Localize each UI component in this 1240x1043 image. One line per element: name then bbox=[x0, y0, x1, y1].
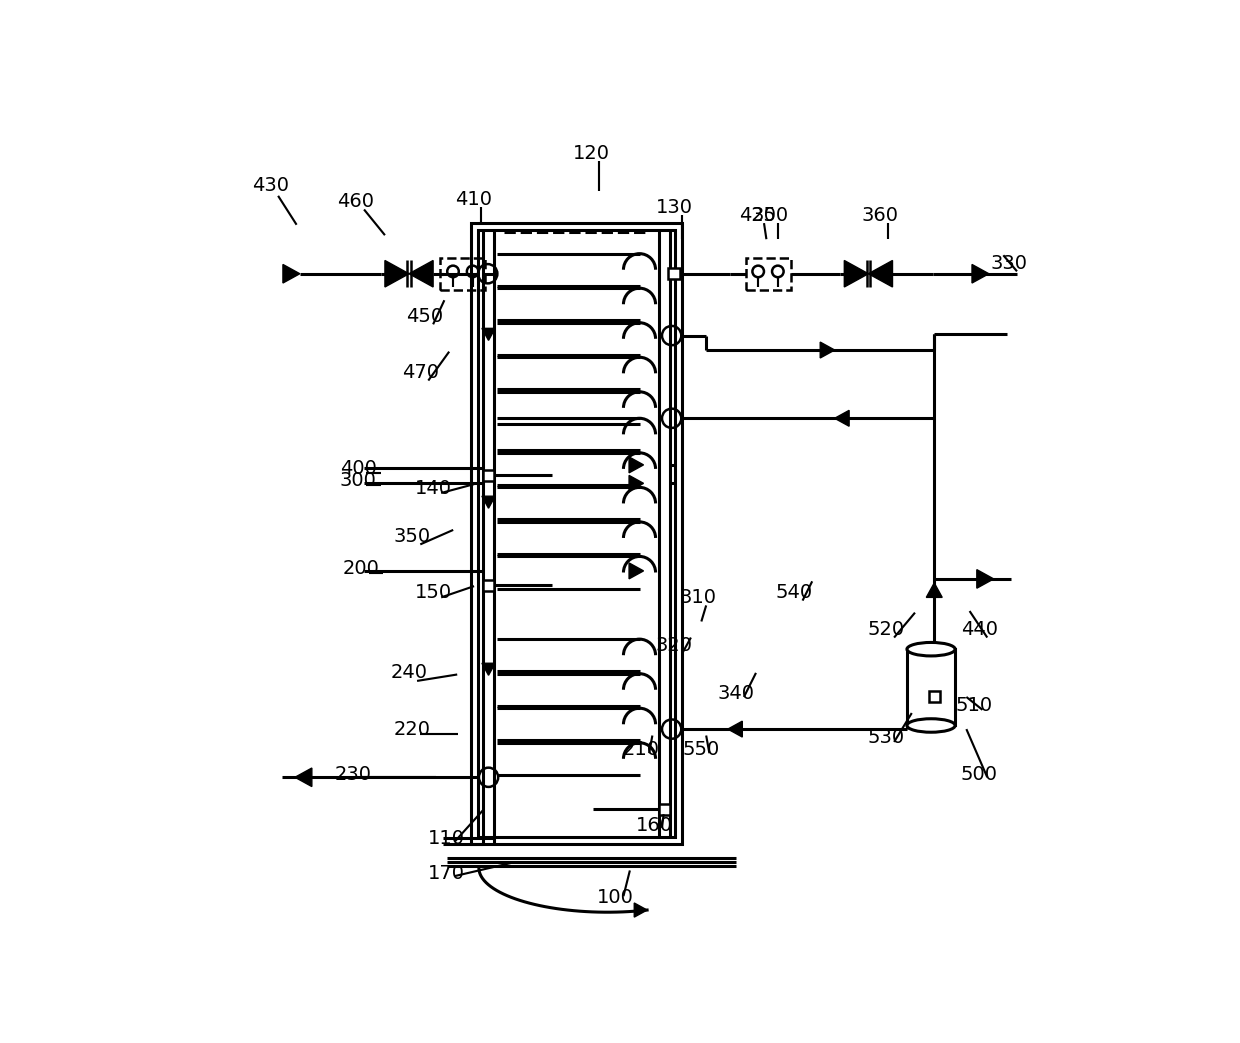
Bar bbox=[906, 649, 955, 726]
Text: 530: 530 bbox=[868, 728, 905, 747]
Bar bbox=[658, 804, 670, 815]
Text: 460: 460 bbox=[337, 192, 374, 211]
Polygon shape bbox=[844, 261, 868, 287]
Text: 420: 420 bbox=[739, 205, 776, 224]
Text: 240: 240 bbox=[391, 663, 428, 682]
Bar bbox=[484, 580, 494, 590]
Polygon shape bbox=[868, 261, 893, 287]
Ellipse shape bbox=[906, 642, 955, 656]
Polygon shape bbox=[629, 457, 644, 472]
Bar bbox=[668, 268, 680, 280]
Text: 310: 310 bbox=[680, 588, 717, 607]
Text: 200: 200 bbox=[342, 559, 379, 578]
Text: 210: 210 bbox=[622, 741, 660, 759]
Text: 470: 470 bbox=[402, 363, 439, 382]
Polygon shape bbox=[926, 583, 942, 598]
Text: 440: 440 bbox=[961, 620, 998, 639]
Bar bbox=[929, 690, 940, 702]
Text: 430: 430 bbox=[252, 176, 289, 195]
Polygon shape bbox=[634, 903, 647, 917]
Bar bbox=[484, 470, 494, 481]
Bar bbox=[479, 231, 675, 836]
Ellipse shape bbox=[906, 719, 955, 732]
Text: 360: 360 bbox=[862, 205, 899, 224]
Text: 410: 410 bbox=[455, 190, 492, 209]
Polygon shape bbox=[728, 721, 743, 737]
Polygon shape bbox=[835, 410, 849, 427]
Polygon shape bbox=[482, 663, 495, 675]
Text: 550: 550 bbox=[683, 741, 720, 759]
Polygon shape bbox=[295, 768, 311, 786]
Polygon shape bbox=[629, 563, 644, 579]
Polygon shape bbox=[482, 496, 495, 508]
Text: 120: 120 bbox=[573, 144, 610, 163]
Text: 130: 130 bbox=[656, 197, 693, 217]
Bar bbox=[745, 258, 791, 290]
Polygon shape bbox=[972, 265, 988, 283]
Text: 500: 500 bbox=[961, 765, 998, 783]
Text: 150: 150 bbox=[414, 583, 451, 602]
Text: 510: 510 bbox=[956, 696, 993, 714]
Text: 350: 350 bbox=[393, 527, 430, 545]
Text: 540: 540 bbox=[776, 583, 813, 602]
Text: 110: 110 bbox=[428, 829, 465, 848]
Bar bbox=[471, 223, 682, 844]
Text: 450: 450 bbox=[407, 307, 444, 325]
Polygon shape bbox=[283, 265, 300, 283]
Text: 400: 400 bbox=[340, 459, 377, 479]
Text: 300: 300 bbox=[340, 470, 377, 489]
Text: 520: 520 bbox=[868, 620, 905, 639]
Bar bbox=[440, 258, 485, 290]
Text: 320: 320 bbox=[656, 636, 693, 655]
Text: 230: 230 bbox=[335, 765, 371, 783]
Text: 160: 160 bbox=[635, 816, 672, 835]
Bar bbox=[479, 231, 675, 836]
Text: 330: 330 bbox=[991, 253, 1028, 273]
Text: 140: 140 bbox=[414, 479, 451, 498]
Text: 100: 100 bbox=[596, 889, 634, 907]
Polygon shape bbox=[409, 261, 433, 287]
Polygon shape bbox=[629, 476, 644, 491]
Polygon shape bbox=[977, 569, 993, 588]
Polygon shape bbox=[384, 261, 409, 287]
Text: 340: 340 bbox=[718, 684, 754, 703]
Polygon shape bbox=[482, 329, 495, 340]
Polygon shape bbox=[820, 342, 835, 358]
Text: 220: 220 bbox=[394, 720, 430, 738]
Text: 170: 170 bbox=[428, 865, 465, 883]
Text: 350: 350 bbox=[751, 205, 789, 224]
